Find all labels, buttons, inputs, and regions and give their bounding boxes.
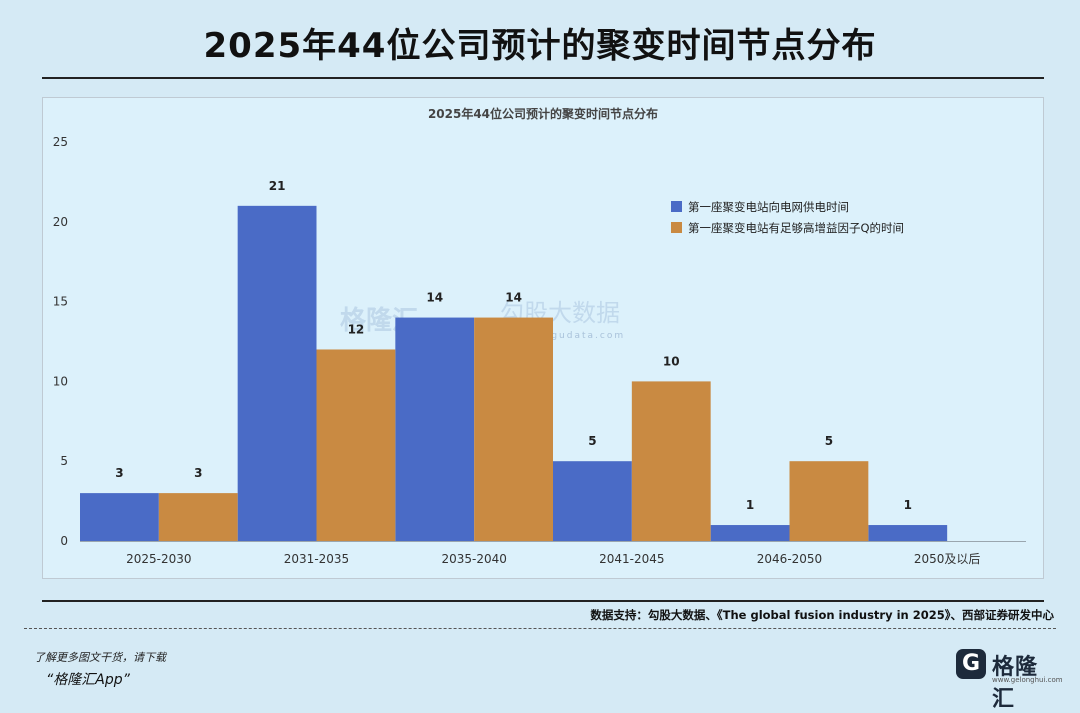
bar	[868, 525, 948, 541]
data-source: 数据支持：勾股大数据、《The global fusion industry i…	[590, 608, 1054, 622]
data-label: 21	[269, 179, 286, 193]
bar	[789, 461, 869, 541]
x-tick-label: 2041-2045	[599, 552, 664, 566]
y-tick-label: 0	[60, 534, 68, 548]
bar	[395, 317, 475, 541]
data-label: 5	[825, 434, 833, 448]
y-tick-label: 15	[53, 295, 68, 309]
bar	[237, 205, 317, 541]
x-tick-label: 2046-2050	[757, 552, 822, 566]
logo-url: www.gelonghui.com	[992, 676, 1063, 684]
bar	[316, 349, 396, 541]
legend-label: 第一座聚变电站向电网供电时间	[688, 200, 849, 214]
promo-text: 了解更多图文干货，请下载	[34, 651, 166, 664]
chart-frame: 2025年44位公司预计的聚变时间节点分布 格隆汇 勾股大数据 www.gogudat…	[42, 97, 1044, 579]
watermark-url: www.gogudata.com	[504, 331, 625, 341]
title-divider	[42, 77, 1044, 79]
x-tick-label: 2031-2035	[284, 552, 349, 566]
bar	[158, 493, 238, 541]
legend-label: 第一座聚变电站有足够高增益因子Q的时间	[688, 221, 904, 235]
data-label: 12	[348, 322, 365, 336]
y-tick-label: 10	[53, 374, 68, 388]
chart-title: 2025年44位公司预计的聚变时间节点分布	[428, 106, 658, 121]
data-label: 1	[746, 498, 754, 512]
logo-icon: G	[956, 649, 986, 679]
data-label: 1	[904, 498, 912, 512]
y-tick-label: 5	[60, 454, 68, 468]
bar	[710, 525, 790, 541]
brand-logo[interactable]: G 格隆汇 www.gelonghui.com	[956, 647, 1063, 712]
promo-app-name: “格隆汇App”	[46, 672, 130, 688]
data-label: 10	[663, 354, 680, 368]
x-tick-label: 2025-2030	[126, 552, 191, 566]
y-tick-label: 20	[53, 215, 68, 229]
legend-swatch	[671, 222, 682, 233]
data-label: 5	[588, 434, 596, 448]
legend-swatch	[671, 201, 682, 212]
data-label: 14	[505, 291, 522, 305]
chart-divider	[42, 600, 1044, 602]
data-label: 3	[115, 466, 123, 480]
data-label: 14	[426, 291, 443, 305]
dashed-divider	[24, 628, 1056, 629]
x-tick-label: 2035-2040	[441, 552, 506, 566]
y-tick-label: 25	[53, 135, 68, 149]
x-tick-label: 2050及以后	[914, 552, 981, 566]
bar	[631, 381, 711, 541]
data-label: 3	[194, 466, 202, 480]
bar	[553, 461, 632, 541]
page-title: 2025年44位公司预计的聚变时间节点分布	[203, 26, 877, 66]
bar	[80, 493, 159, 541]
bar	[474, 317, 553, 541]
